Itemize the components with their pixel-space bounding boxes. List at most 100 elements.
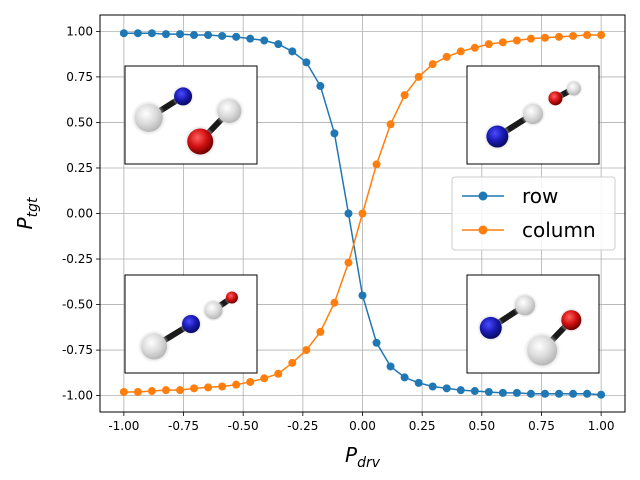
data-point-row	[274, 40, 283, 49]
atom-blue	[179, 312, 203, 336]
atom-sphere	[527, 335, 558, 366]
atom-sphere	[561, 310, 582, 331]
data-point-column	[498, 38, 507, 47]
data-point-column	[274, 369, 283, 378]
data-point-row	[190, 31, 199, 40]
data-point-column	[344, 258, 353, 267]
data-point-column	[540, 33, 549, 42]
legend: row column	[451, 176, 616, 251]
data-point-column	[316, 327, 325, 336]
atom-white	[523, 331, 561, 370]
data-point-row	[498, 388, 507, 397]
x-tick-label: -1.00	[108, 419, 139, 433]
data-point-row	[232, 32, 241, 41]
atom-white	[131, 100, 167, 136]
data-point-column	[190, 384, 199, 393]
atom-sphere	[134, 103, 163, 132]
x-axis-title-sub: drv	[357, 455, 381, 471]
data-point-row	[288, 47, 297, 56]
data-point-column	[386, 120, 395, 129]
data-point-row	[218, 31, 227, 40]
data-point-column	[569, 31, 578, 40]
y-tick-label: 0.75	[66, 70, 93, 84]
x-axis-title: Pdrv	[345, 443, 381, 471]
data-point-row	[597, 390, 606, 399]
y-axis-title-sub: tgt	[25, 197, 41, 217]
data-point-column	[526, 34, 535, 43]
atom-white	[565, 79, 583, 98]
atom-red	[558, 307, 584, 333]
data-point-row	[555, 389, 564, 398]
y-axis-title-base: P	[13, 216, 37, 229]
data-point-column	[400, 91, 409, 100]
data-point-row	[428, 382, 437, 391]
data-point-column	[414, 72, 423, 81]
data-point-column	[372, 160, 381, 169]
ticks: -1.00 -0.75 -0.50 -0.25 0.00 0.25 0.50 0.75 1.00…	[62, 24, 615, 433]
data-point-row	[147, 29, 156, 38]
atom-sphere	[479, 316, 502, 339]
data-point-row	[176, 30, 185, 39]
atom-blue	[171, 85, 195, 108]
data-point-row	[330, 129, 339, 138]
atom-sphere	[187, 128, 214, 155]
data-point-column	[330, 298, 339, 307]
y-tick-label: 1.00	[66, 24, 93, 38]
atom-sphere	[217, 99, 242, 124]
atom-white	[214, 96, 245, 127]
atom-red	[224, 290, 240, 306]
atom-sphere	[225, 291, 238, 304]
y-tick-label: -0.50	[62, 298, 93, 312]
y-tick-label: 0.50	[66, 115, 93, 129]
data-point-column	[204, 383, 213, 392]
legend-label-row: row	[522, 184, 558, 208]
legend-label-column: column	[522, 218, 596, 242]
data-point-row	[260, 36, 269, 45]
data-point-row	[512, 388, 521, 397]
data-point-column	[133, 387, 142, 396]
atom-blue	[483, 122, 512, 151]
y-axis-title: Ptgt	[13, 197, 41, 229]
data-point-column	[358, 209, 367, 218]
data-point-row	[386, 362, 395, 371]
data-point-row	[372, 338, 381, 347]
atom-blue	[477, 314, 505, 342]
data-point-column	[484, 40, 493, 49]
y-tick-label: 0.00	[66, 207, 93, 221]
atom-sphere	[523, 104, 543, 125]
data-point-column	[161, 386, 170, 395]
atom-white	[512, 292, 538, 318]
data-point-row	[414, 378, 423, 387]
atom-sphere	[204, 301, 223, 320]
atom-sphere	[182, 315, 200, 333]
data-point-row	[442, 384, 451, 393]
data-point-column	[597, 31, 606, 40]
y-tick-label: -1.00	[62, 389, 93, 403]
atom-white	[137, 330, 171, 363]
data-point-row	[484, 387, 493, 396]
legend-marker-row	[478, 191, 488, 201]
y-tick-label: 0.25	[66, 161, 93, 175]
data-point-row	[569, 389, 578, 398]
atom-white	[202, 299, 225, 322]
data-point-column	[218, 382, 227, 391]
data-point-row	[119, 29, 128, 38]
x-tick-label: 0.00	[349, 419, 376, 433]
atom-red	[546, 89, 565, 108]
y-tick-label: -0.25	[62, 252, 93, 266]
data-point-column	[583, 31, 592, 40]
data-point-column	[119, 387, 128, 396]
x-tick-label: 0.50	[468, 419, 495, 433]
atom-sphere	[174, 87, 193, 106]
atom-red	[183, 125, 217, 158]
molecule-inset-bottom-left	[124, 274, 258, 374]
x-tick-label: 0.75	[528, 419, 555, 433]
data-point-row	[344, 209, 353, 218]
x-tick-label: -0.50	[228, 419, 259, 433]
data-point-column	[246, 377, 255, 386]
atom-white	[520, 101, 546, 127]
series-column	[119, 31, 606, 396]
legend-marker-column	[478, 225, 488, 235]
x-tick-label: -0.75	[168, 419, 199, 433]
